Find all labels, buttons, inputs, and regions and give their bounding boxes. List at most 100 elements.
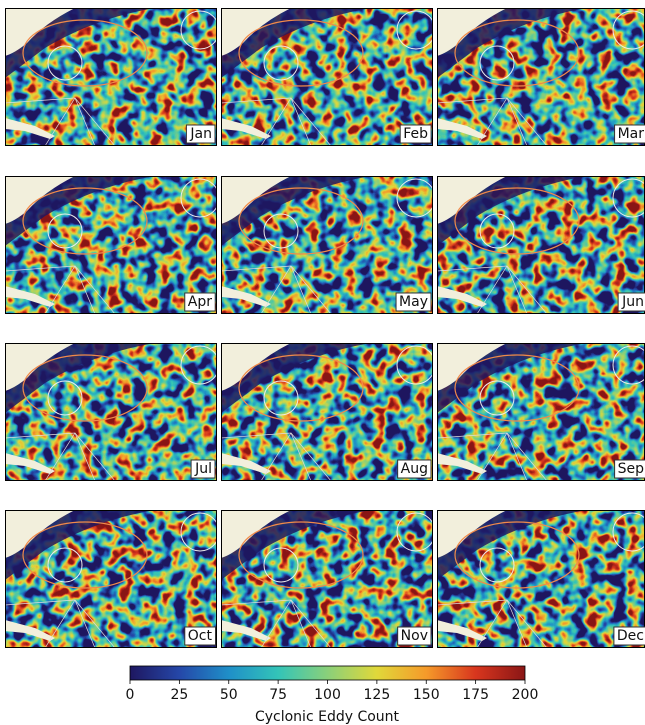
region-circle — [612, 178, 645, 218]
boundary-lines — [5, 97, 116, 146]
panel-frame — [221, 8, 433, 146]
land — [437, 176, 507, 224]
map-panel — [221, 510, 433, 648]
panel-frame — [5, 343, 217, 481]
islands — [5, 118, 55, 139]
map-panel — [221, 8, 433, 146]
land — [437, 510, 507, 558]
region-ellipse — [238, 354, 364, 422]
map-panel — [437, 510, 645, 648]
panel-label: Jun — [621, 294, 644, 310]
region-ellipse — [22, 187, 148, 255]
panel-label-box — [397, 459, 432, 479]
region-circle — [47, 213, 83, 249]
tick-label: 25 — [170, 687, 188, 703]
tick-label: 150 — [413, 687, 440, 703]
land — [437, 343, 507, 391]
panel-label-box — [395, 292, 432, 312]
tick-label: 50 — [220, 687, 238, 703]
panel-frame — [5, 176, 217, 314]
panel-label: Dec — [617, 628, 644, 644]
region-ellipse — [238, 19, 364, 87]
tick-label: 125 — [364, 687, 391, 703]
panel-frame — [221, 343, 433, 481]
panel-label: Nov — [401, 628, 428, 644]
land — [5, 176, 75, 224]
boundary-lines — [5, 599, 116, 648]
land — [221, 8, 291, 56]
map-panel — [5, 510, 217, 648]
panel-label: Oct — [188, 628, 213, 644]
region-circle — [263, 45, 299, 81]
region-ellipse — [22, 354, 148, 422]
region-ellipse — [454, 19, 580, 87]
map-panel — [5, 176, 217, 314]
panel-label-box — [184, 292, 216, 312]
region-circle — [612, 345, 645, 385]
map-panel — [437, 343, 645, 481]
region-circle — [263, 380, 299, 416]
region-ellipse — [238, 187, 364, 255]
region-circle — [47, 380, 83, 416]
panel-label: Mar — [618, 126, 645, 142]
land — [5, 510, 75, 558]
region-ellipse — [22, 19, 148, 87]
boundary-lines — [221, 265, 332, 314]
islands — [221, 286, 271, 307]
panel-label-box — [397, 626, 432, 646]
tick-label: 200 — [512, 687, 539, 703]
islands — [221, 620, 271, 641]
panel-label-box — [614, 459, 645, 479]
panel-label: Aug — [401, 461, 428, 477]
land — [437, 8, 507, 56]
colorbar — [129, 665, 526, 681]
region-circle — [479, 547, 515, 583]
region-circle — [180, 512, 217, 552]
panel-label-box — [185, 124, 216, 144]
region-ellipse — [22, 521, 148, 589]
region-circle — [396, 10, 433, 50]
panel-label: Apr — [188, 294, 212, 310]
land — [5, 8, 75, 56]
map-panel — [221, 343, 433, 481]
land — [5, 343, 75, 391]
boundary-lines — [5, 265, 116, 314]
panel-label-box — [614, 124, 645, 144]
map-panel — [5, 8, 217, 146]
panel-frame — [221, 176, 433, 314]
map-panel — [437, 8, 645, 146]
panel-label: Jul — [194, 461, 212, 477]
land — [221, 510, 291, 558]
panel-label: Jan — [189, 126, 212, 142]
tick-label: 0 — [126, 687, 135, 703]
region-circle — [180, 178, 217, 218]
region-circle — [612, 512, 645, 552]
map-panel — [437, 176, 645, 314]
boundary-lines — [221, 599, 332, 648]
map-panel — [221, 176, 433, 314]
panel-label: Sep — [618, 461, 645, 477]
panel-frame — [5, 8, 217, 146]
islands — [437, 286, 487, 307]
islands — [221, 118, 271, 139]
region-ellipse — [454, 354, 580, 422]
boundary-lines — [437, 599, 548, 648]
region-circle — [263, 547, 299, 583]
boundary-lines — [5, 432, 116, 481]
region-circle — [180, 10, 217, 50]
islands — [437, 118, 487, 139]
region-circle — [263, 213, 299, 249]
boundary-lines — [437, 97, 548, 146]
colorbar-label: Cyclonic Eddy Count — [255, 709, 400, 725]
region-circle — [396, 512, 433, 552]
region-circle — [479, 213, 515, 249]
region-ellipse — [238, 521, 364, 589]
region-circle — [479, 45, 515, 81]
boundary-lines — [437, 265, 548, 314]
islands — [5, 620, 55, 641]
region-ellipse — [454, 521, 580, 589]
map-panel — [5, 343, 217, 481]
region-circle — [47, 45, 83, 81]
region-ellipse — [454, 187, 580, 255]
